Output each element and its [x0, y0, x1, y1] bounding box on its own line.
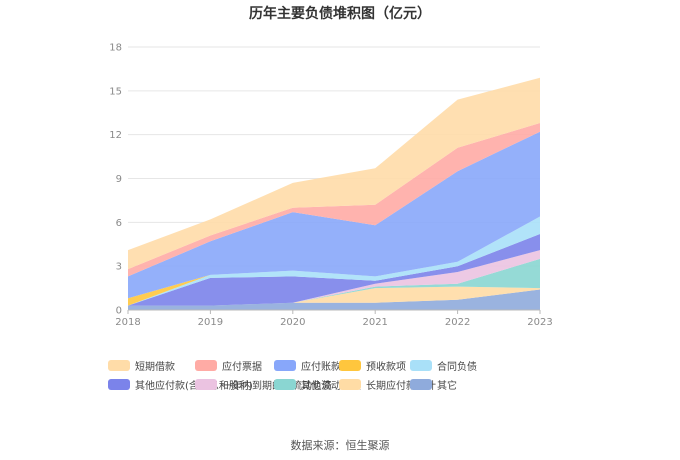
legend-swatch: [410, 359, 432, 371]
legend-swatch: [195, 378, 217, 390]
legend-label: 短期借款: [135, 361, 175, 373]
area-series-8[interactable]: [128, 123, 540, 277]
y-tick-label: 3: [116, 262, 122, 273]
area-series-7[interactable]: [128, 131, 540, 299]
legend-item[interactable]: 其它: [410, 377, 457, 392]
y-tick-label: 9: [116, 174, 122, 185]
chart-title: 历年主要负债堆积图（亿元）: [249, 6, 431, 22]
area-series-1[interactable]: [128, 286, 540, 306]
y-tick-label: 0: [116, 306, 122, 317]
legend-label: 应付票据: [222, 361, 262, 373]
legend-label: 其他应付款(含利息和股利): [135, 380, 253, 392]
x-tick-label: 2019: [198, 317, 223, 328]
legend-swatch: [339, 359, 361, 371]
y-tick-label: 18: [109, 43, 122, 54]
legend-label: 其它: [437, 380, 457, 392]
y-tick-label: 6: [116, 218, 122, 229]
legend-swatch: [274, 359, 296, 371]
y-tick-label: 15: [109, 86, 122, 97]
legend-item[interactable]: 应付账款: [274, 358, 341, 373]
area-series-layer: [128, 77, 540, 311]
data-source-note: 数据来源：恒生聚源: [290, 439, 390, 452]
legend-swatch: [108, 378, 130, 390]
legend-item[interactable]: 长期应付款合计: [339, 377, 436, 392]
area-series-3[interactable]: [128, 250, 540, 306]
x-tick-label: 2021: [362, 317, 387, 328]
legend-label: 其他流动负债: [301, 380, 361, 392]
legend-swatch: [108, 359, 130, 371]
legend-label: 预收款项: [366, 361, 406, 373]
legend-item[interactable]: 应付票据: [195, 358, 262, 373]
legend-item[interactable]: 合同负债: [410, 358, 477, 373]
area-series-4[interactable]: [128, 234, 540, 306]
legend-label: 长期应付款合计: [366, 380, 436, 392]
legend-label: 应付账款: [301, 361, 341, 373]
legend-swatch: [410, 378, 432, 390]
axes: 0 3 6 9 12 15 18 2018 2019 2020 2021 2022 2023: [109, 43, 552, 329]
legend-swatch: [274, 378, 296, 390]
legend-item[interactable]: 短期借款: [108, 358, 175, 373]
x-tick-label: 2020: [280, 317, 305, 328]
x-tick-label: 2022: [445, 317, 470, 328]
area-series-9[interactable]: [128, 77, 540, 270]
legend-item[interactable]: 其他流动负债: [274, 377, 361, 392]
legend-swatch: [339, 378, 361, 390]
legend-swatch: [195, 359, 217, 371]
x-tick-label: 2023: [527, 317, 552, 328]
legend-item[interactable]: 预收款项: [339, 358, 406, 373]
legend-item[interactable]: 其他应付款(含利息和股利): [108, 377, 253, 392]
x-tick-label: 2018: [115, 317, 140, 328]
area-series-0[interactable]: [128, 289, 540, 311]
legend-label: 合同负债: [437, 361, 477, 373]
y-tick-label: 12: [109, 130, 122, 141]
